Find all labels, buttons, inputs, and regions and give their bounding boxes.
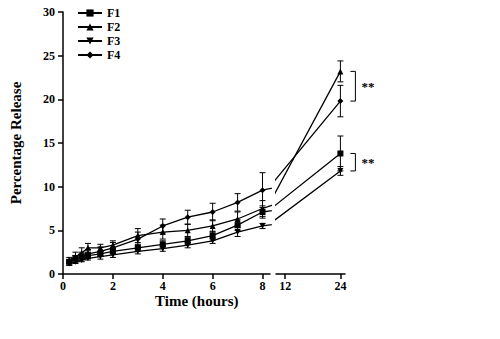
svg-text:6: 6: [210, 279, 216, 293]
svg-text:F4: F4: [107, 48, 120, 62]
svg-text:0: 0: [60, 279, 66, 293]
svg-text:**: **: [361, 155, 374, 170]
svg-text:30: 30: [43, 5, 55, 19]
svg-text:20: 20: [43, 92, 55, 106]
svg-text:0: 0: [49, 267, 55, 281]
svg-text:24: 24: [334, 279, 346, 293]
svg-text:12: 12: [279, 279, 291, 293]
svg-text:**: **: [361, 79, 374, 94]
svg-text:10: 10: [43, 180, 55, 194]
svg-text:15: 15: [43, 136, 55, 150]
svg-text:8: 8: [260, 279, 266, 293]
svg-text:F3: F3: [107, 34, 120, 48]
svg-text:F1: F1: [107, 6, 120, 20]
svg-text:Time (hours): Time (hours): [155, 293, 238, 310]
svg-text:5: 5: [49, 223, 55, 237]
svg-text:4: 4: [160, 279, 166, 293]
svg-text:2: 2: [110, 279, 116, 293]
svg-text:Percentage Release: Percentage Release: [8, 81, 24, 204]
svg-text:F2: F2: [107, 20, 120, 34]
svg-text:25: 25: [43, 49, 55, 63]
